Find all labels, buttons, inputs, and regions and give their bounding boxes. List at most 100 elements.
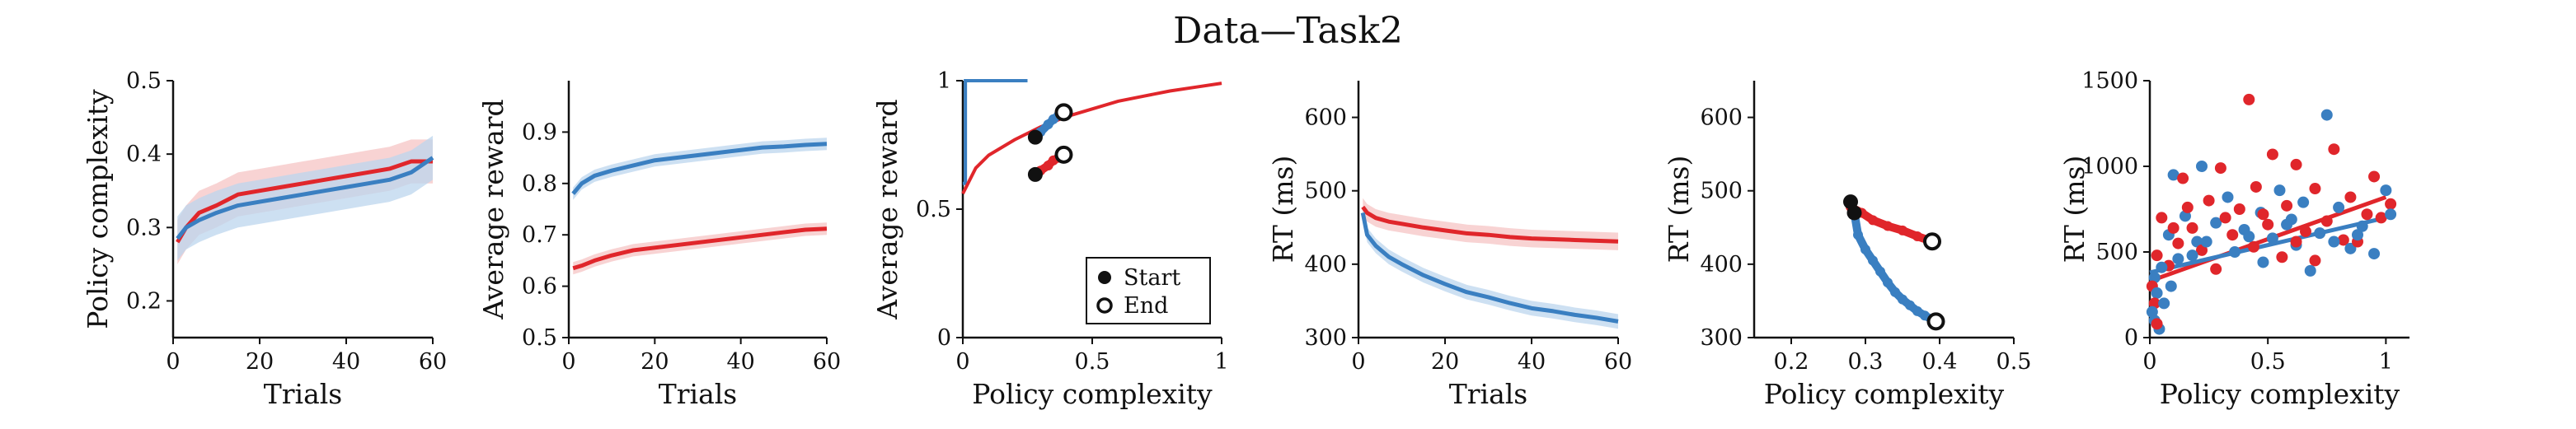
x-tick-label: 0.5 [1075, 349, 1110, 375]
end-marker [1054, 103, 1073, 122]
panel2: 0 20 40 60 0.5 0.6 0.7 0.8 0.9 Trials Average rewa… [477, 81, 841, 410]
x-tick-label: 0 [1351, 349, 1365, 375]
scatter-point [2309, 183, 2321, 195]
scatter-point [2243, 93, 2255, 105]
x-tick-label: 1 [2379, 349, 2393, 375]
scatter-point [2181, 201, 2194, 213]
y-tick-label: 500 [1700, 179, 1743, 204]
scatter-point [2151, 318, 2163, 330]
scatter-point [2314, 227, 2326, 240]
scatter-point [2290, 158, 2302, 170]
panel4: 0 20 40 60 300 400 500 600 Trials RT (ms) [1267, 81, 1632, 410]
series-line-1 [176, 156, 434, 240]
y-tick-label: 500 [2095, 240, 2138, 265]
scatter-point [2233, 203, 2245, 215]
scatter-point [2210, 263, 2222, 275]
scatter-point [2266, 148, 2278, 161]
x-tick-label: 40 [726, 349, 754, 375]
legend-start-marker [1098, 271, 1111, 284]
start-marker [1846, 205, 1862, 221]
scatter-point [2262, 218, 2274, 231]
curve-0 [963, 79, 1028, 185]
y-axis-label: RT (ms) [1663, 156, 1695, 263]
panel1: 0 20 40 60 0.2 0.3 0.4 0.5 Trials Policy complexi… [82, 68, 447, 410]
x-tick-label: 0.3 [1848, 349, 1884, 375]
trajectory-point [1905, 300, 1915, 310]
end-marker [1923, 232, 1941, 251]
end-marker [1926, 312, 1945, 331]
scatter-point [2172, 253, 2184, 265]
scatter-point [2167, 169, 2180, 181]
x-axis-label: Trials [659, 378, 738, 410]
trajectory-point [1898, 294, 1907, 305]
scatter-point [2203, 194, 2215, 207]
scatter-point [2361, 208, 2373, 221]
y-axis-label: Average reward [477, 99, 509, 319]
scatter-point [2156, 212, 2168, 224]
scatter-point [2196, 244, 2208, 256]
start-marker [1027, 166, 1043, 182]
x-tick-label: 40 [1518, 349, 1546, 375]
scatter-point [2304, 264, 2316, 277]
scatter-point [2333, 201, 2345, 213]
x-tick-label: 60 [1604, 349, 1632, 375]
trajectory-point [1868, 255, 1878, 266]
scatter-point [2186, 221, 2198, 234]
legend-end-marker [1096, 297, 1113, 314]
trajectory-point [1883, 221, 1893, 231]
y-tick-label: 0.5 [916, 197, 951, 222]
y-axis-label: Average reward [871, 99, 903, 319]
scatter-point [2222, 191, 2234, 203]
trajectory-point [1920, 310, 1930, 321]
y-tick-label: 0.4 [126, 142, 162, 167]
y-tick-label: 400 [1304, 252, 1347, 277]
scatter-point [2243, 231, 2255, 243]
scatter-point [2172, 237, 2184, 249]
scatter-point [2186, 249, 2198, 262]
scatter-point [2214, 162, 2226, 175]
scatter-point [2356, 220, 2368, 232]
scatter-point [2385, 208, 2397, 221]
y-tick-label: 1500 [2081, 68, 2138, 94]
scatter-point [2151, 249, 2163, 262]
scatter-point [2257, 256, 2269, 268]
x-tick-label: 0.5 [2250, 349, 2286, 375]
scatter-point [2344, 191, 2357, 203]
x-tick-label: 60 [813, 349, 841, 375]
y-tick-label: 400 [1700, 252, 1743, 277]
x-tick-label: 0 [166, 349, 180, 375]
y-tick-label: 1000 [2081, 154, 2138, 180]
x-tick-label: 0 [561, 349, 575, 375]
fit-line-1 [2149, 215, 2386, 275]
y-tick-label: 1 [937, 68, 951, 94]
y-tick-label: 0.9 [522, 119, 557, 145]
scatter-point [2297, 196, 2310, 208]
trajectory-point [1883, 277, 1893, 288]
scatter-point [2309, 254, 2321, 267]
series-line-0 [571, 142, 828, 195]
x-axis-label: Policy complexity [972, 378, 1213, 410]
x-tick-label: 0.2 [1774, 349, 1809, 375]
y-tick-label: 500 [1304, 179, 1347, 204]
y-axis-label: RT (ms) [1267, 156, 1299, 263]
scatter-point [2273, 184, 2286, 197]
start-marker [1027, 129, 1043, 145]
scatter-point [2177, 172, 2189, 184]
trajectory-point [1898, 225, 1907, 235]
scatter-point [2368, 248, 2381, 260]
series-line-0 [1361, 205, 1619, 244]
y-tick-label: 0.3 [126, 215, 162, 240]
x-tick-label: 20 [246, 349, 274, 375]
x-tick-label: 60 [419, 349, 447, 375]
y-tick-label: 0.7 [522, 222, 557, 248]
scatter-point [2191, 235, 2203, 248]
scatter-point [2151, 287, 2163, 299]
series-line-1 [572, 226, 828, 271]
y-axis-label: RT (ms) [2058, 156, 2090, 263]
y-axis-label: Policy complexity [82, 89, 114, 329]
scatter-point [2219, 212, 2231, 224]
scatter-point [2300, 226, 2311, 238]
scatter-point [2196, 161, 2208, 172]
trajectory-point [1875, 266, 1885, 277]
